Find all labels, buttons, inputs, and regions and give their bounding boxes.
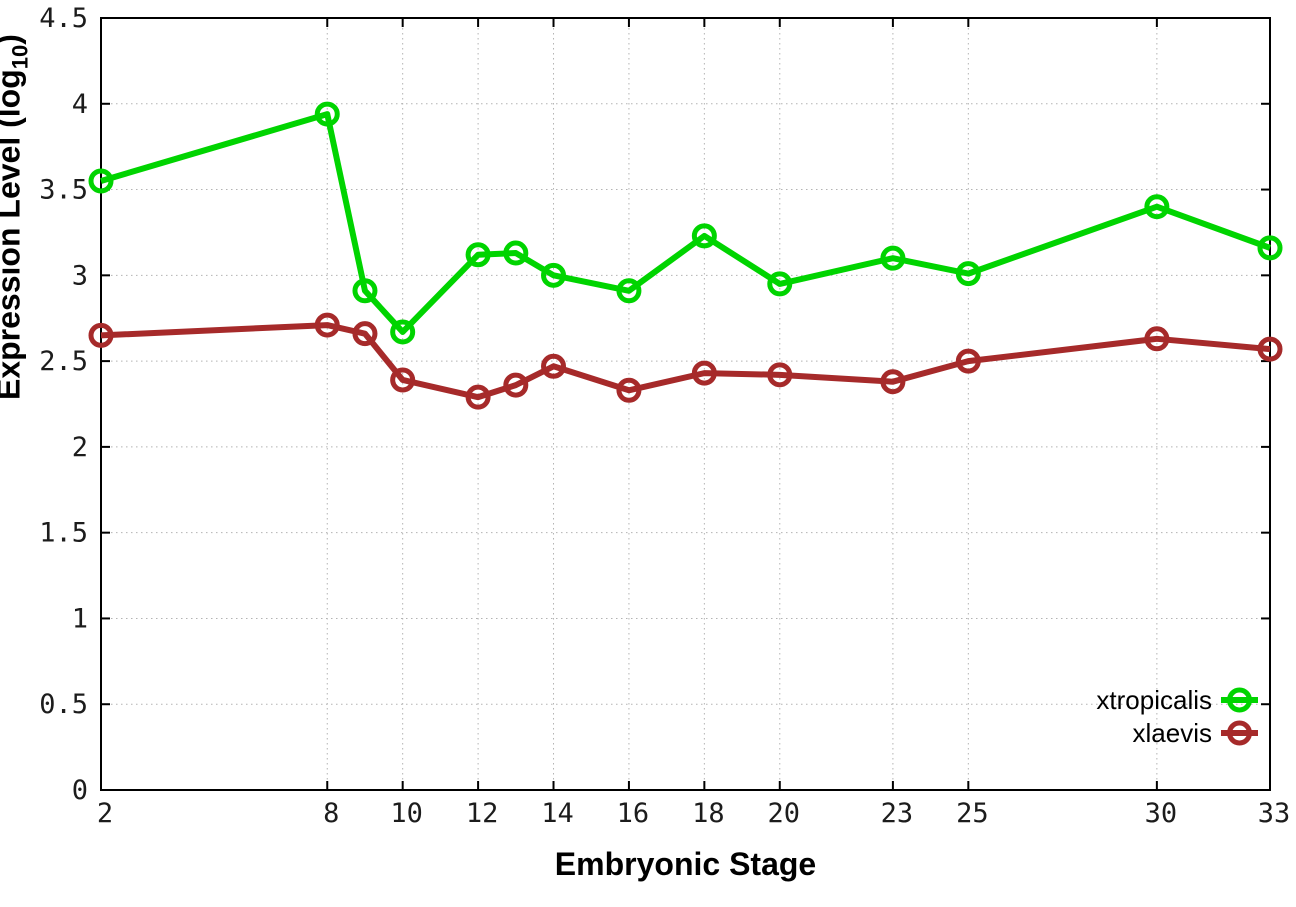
data-point-xtropicalis <box>541 262 567 288</box>
y-axis-title-text: Expression Level (log <box>0 69 27 400</box>
data-point-xtropicalis <box>88 168 114 194</box>
x-axis-title: Embryonic Stage <box>554 846 817 882</box>
data-point-xtropicalis <box>390 319 416 345</box>
data-point-xtropicalis <box>880 245 906 271</box>
legend-marker-xtropicalis <box>1227 687 1252 713</box>
data-point-xtropicalis <box>767 271 793 297</box>
x-tick-label: 16 <box>617 798 650 829</box>
y-tick-label: 2 <box>72 432 88 463</box>
x-tick-label: 10 <box>390 798 423 829</box>
y-tick-label: 3.5 <box>39 175 88 206</box>
data-point-xlaevis <box>541 353 567 379</box>
data-point-xlaevis <box>1144 326 1170 352</box>
data-point-xtropicalis <box>955 261 981 287</box>
y-axis-title-subscript: 10 <box>7 44 33 70</box>
y-tick-label: 4 <box>72 89 88 120</box>
legend-label-xtropicalis: xtropicalis <box>1096 685 1212 715</box>
y-tick-label: 1.5 <box>39 518 88 549</box>
y-axis-title-paren: ) <box>0 34 27 45</box>
y-tick-label: 4.5 <box>39 3 88 34</box>
x-tick-label: 33 <box>1258 798 1291 829</box>
data-point-xtropicalis <box>352 278 378 304</box>
data-point-xtropicalis <box>616 278 642 304</box>
x-tick-label: 12 <box>466 798 499 829</box>
data-point-xlaevis <box>691 360 717 386</box>
legend-label-xlaevis: xlaevis <box>1133 718 1212 748</box>
plot-border <box>100 17 1271 791</box>
data-point-xlaevis <box>390 367 416 393</box>
data-point-xlaevis <box>465 384 491 410</box>
y-tick-label: 0 <box>72 775 88 806</box>
x-tick-label: 14 <box>541 798 574 829</box>
data-point-xlaevis <box>503 372 529 398</box>
x-tick-label: 18 <box>692 798 725 829</box>
data-point-xlaevis <box>314 312 340 338</box>
y-tick-label: 3 <box>72 260 88 291</box>
data-point-xlaevis <box>616 377 642 403</box>
data-point-xtropicalis <box>1257 235 1283 261</box>
data-point-xtropicalis <box>465 242 491 268</box>
y-tick-label: 0.5 <box>39 689 88 720</box>
data-point-xlaevis <box>1257 336 1283 362</box>
data-point-xlaevis <box>955 348 981 374</box>
series-line-xtropicalis <box>100 111 1272 335</box>
data-point-xlaevis <box>88 322 114 348</box>
legend-marker-xlaevis <box>1227 720 1252 746</box>
y-tick-label: 2.5 <box>39 346 88 377</box>
data-point-xtropicalis <box>503 240 529 266</box>
data-point-xlaevis <box>352 321 378 347</box>
x-tick-label: 8 <box>323 798 339 829</box>
data-point-xlaevis <box>880 369 906 395</box>
x-tick-label: 2 <box>97 798 113 829</box>
data-point-xtropicalis <box>691 223 717 249</box>
data-point-xlaevis <box>767 362 793 388</box>
x-tick-label: 25 <box>956 798 989 829</box>
x-tick-label: 30 <box>1145 798 1178 829</box>
x-tick-label: 23 <box>881 798 914 829</box>
x-tick-label: 20 <box>768 798 801 829</box>
data-point-xtropicalis <box>1144 194 1170 220</box>
data-point-xtropicalis <box>314 101 340 127</box>
y-tick-label: 1 <box>72 603 88 634</box>
